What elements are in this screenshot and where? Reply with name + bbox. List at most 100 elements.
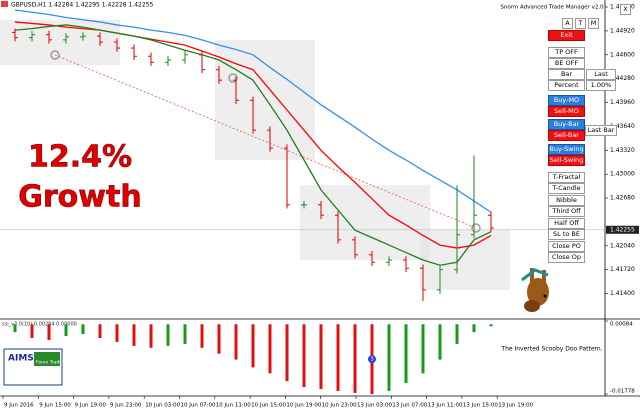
logo [3, 348, 63, 386]
button[interactable]: M [588, 18, 599, 29]
button[interactable]: Sell-Bar [548, 130, 585, 141]
button[interactable]: T-Fractal [548, 172, 585, 183]
histogram-bar [336, 324, 340, 391]
histogram-bar [438, 324, 442, 360]
y-tick-label: 1.42680 [610, 195, 635, 202]
panel-title: Snorm Advanced Trade Manager v2.0 [500, 5, 604, 11]
button[interactable]: Third Off [548, 206, 585, 217]
histogram-bar [472, 324, 476, 333]
x-tick-label: 9 Jun 15:00 [39, 403, 71, 409]
y-tick-label: 1.44920 [610, 27, 635, 34]
y-tick-label: 1.43000 [610, 171, 635, 178]
x-tick-label: 10 Jun 03:00 [145, 403, 180, 409]
y-tick-label: 1.44600 [610, 51, 635, 58]
histogram-bar [200, 324, 204, 348]
histogram-bar [455, 324, 459, 344]
y-tick-label: 1.44280 [610, 75, 635, 82]
x-tick-label: 13 Jun 11:00 [428, 403, 463, 409]
x-tick-label: 9 Jun 2016 [4, 403, 34, 409]
x-tick-label: 13 Jun 19:00 [498, 403, 533, 409]
histogram-bar [166, 324, 170, 346]
button[interactable]: T-Candle [548, 183, 585, 194]
marker-dot [368, 355, 376, 364]
x-tick-label: 13 Jun 07:00 [392, 403, 427, 409]
logo-sub: Forex Trading [36, 360, 66, 366]
x-tick-label: 10 Jun 23:00 [322, 403, 357, 409]
x-tick-label: 10 Jun 19:00 [286, 403, 321, 409]
button[interactable]: Close PO [548, 241, 585, 252]
button[interactable]: Buy-MO [548, 95, 585, 106]
pattern-note: The Inverted Scooby Doo Pattern. [500, 346, 602, 353]
button[interactable]: Last Bar [585, 125, 617, 136]
histogram-bar [489, 324, 493, 327]
histogram-bar [47, 324, 51, 340]
button[interactable]: Bar [548, 69, 585, 80]
indicator-label: ssi_v3.0(10) 0.00284 0.00000 [2, 322, 77, 328]
button[interactable]: Close Op [548, 252, 585, 263]
histogram-bar [353, 324, 357, 393]
histogram-bar [251, 324, 255, 368]
x-tick-label: 9 Jun 19:00 [75, 403, 107, 409]
y-tick-label: 1.41720 [610, 266, 635, 273]
histogram-bar [13, 324, 17, 333]
logo-title: AIMS [8, 354, 34, 364]
moving-average [14, 24, 492, 266]
button[interactable]: X [620, 4, 631, 15]
x-tick-label: 13 Jun 03:00 [357, 403, 392, 409]
histogram-bar [268, 324, 272, 374]
histogram-bar [319, 324, 323, 389]
button[interactable]: Buy-Swing [548, 144, 585, 155]
current-price-label: 1.42255 [610, 226, 635, 233]
histogram-bar [98, 324, 102, 339]
histogram-bar [404, 324, 408, 384]
button[interactable]: BE OFF [548, 58, 585, 69]
y-tick-label: 1.43640 [610, 123, 635, 130]
histogram-bar [115, 324, 119, 342]
y-tick-label: 1.43320 [610, 147, 635, 154]
button[interactable]: Sell-MO [548, 106, 585, 117]
marker-label: 3 [370, 357, 374, 363]
button[interactable]: Percent [548, 80, 585, 91]
scooby-image [513, 266, 557, 318]
button[interactable]: Exit [548, 30, 585, 41]
y-tick-label: 0.00084 [610, 322, 633, 328]
x-tick-label: 10 Jun 11:00 [216, 403, 251, 409]
histogram-bar [183, 324, 187, 344]
button[interactable]: Last [586, 69, 616, 80]
button[interactable]: A [562, 18, 573, 29]
growth-value: 12.4% [28, 140, 132, 175]
y-tick-label: 1.41400 [610, 290, 635, 297]
moving-average [14, 9, 492, 213]
x-tick-label: 9 Jun 23:00 [110, 403, 142, 409]
y-tick-label: 1.43960 [610, 99, 635, 106]
button[interactable]: Buy-Bar [548, 119, 585, 130]
histogram-bar [285, 324, 289, 382]
y-tick-label: 1.42040 [610, 242, 635, 249]
button[interactable]: SL to BE [548, 229, 585, 240]
button[interactable]: T [575, 18, 586, 29]
growth-word: Growth [18, 180, 141, 215]
histogram-bar [234, 324, 238, 360]
window-title: GBPUSD,H1 1.42284 1.42295 1.42228 1.4225… [11, 2, 153, 9]
histogram-bar [64, 324, 68, 337]
button[interactable]: Sell-Swing [548, 155, 585, 166]
histogram-bar [30, 324, 34, 339]
button[interactable]: Nibble [548, 195, 585, 206]
histogram-bar [302, 324, 306, 388]
x-tick-label: 10 Jun 07:00 [181, 403, 216, 409]
histogram-bar [149, 324, 153, 348]
y-tick-label: -0.01778 [610, 389, 635, 395]
histogram-bar [132, 324, 136, 346]
histogram-bar [387, 324, 391, 391]
histogram-bar [421, 324, 425, 374]
histogram-bar [81, 324, 85, 335]
x-tick-label: 10 Jun 15:00 [251, 403, 286, 409]
price-box [606, 225, 639, 234]
x-tick-label: 13 Jun 15:00 [463, 403, 498, 409]
button[interactable]: TP OFF [548, 47, 585, 58]
button[interactable]: 1.00% [586, 80, 616, 91]
histogram-bar [217, 324, 221, 354]
button[interactable]: Half Off [548, 218, 585, 229]
